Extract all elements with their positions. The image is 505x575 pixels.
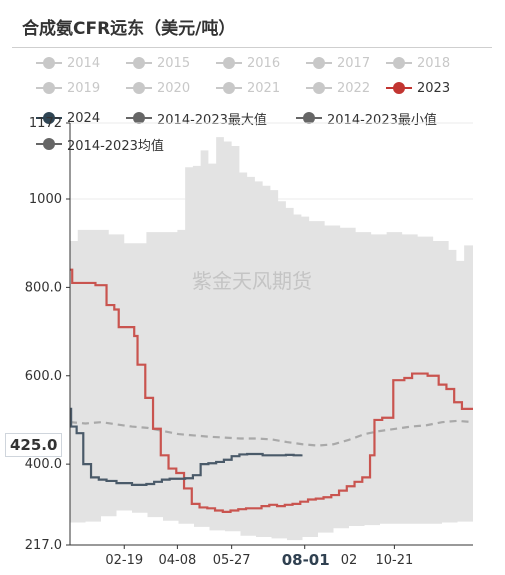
x-tick-label: 10-21 — [376, 553, 414, 568]
y-tick-label: 600.0 — [25, 369, 62, 384]
x-tick-label: 05-27 — [213, 553, 251, 568]
legend-item-2014-2023最小值[interactable]: 2014-2023最小值 — [296, 108, 437, 128]
legend-item-2021[interactable]: 2021 — [216, 78, 280, 98]
legend-label: 2016 — [247, 55, 281, 71]
legend: 2014 2015 2016 2017 2018 2019 2020 2021 2022 2023… — [0, 50, 505, 160]
legend-marker-icon — [216, 56, 242, 70]
legend-item-2017[interactable]: 2017 — [306, 53, 370, 73]
legend-item-2014[interactable]: 2014 — [36, 53, 100, 73]
legend-label: 2018 — [417, 55, 451, 71]
x-tick-label-partial: 02 — [341, 553, 358, 568]
legend-marker-icon — [296, 111, 322, 125]
legend-label: 2022 — [337, 80, 371, 96]
legend-marker-icon — [126, 56, 152, 70]
series-2024-line — [70, 407, 303, 487]
legend-label: 2019 — [67, 80, 101, 96]
legend-marker-icon — [306, 56, 332, 70]
legend-marker-icon — [306, 81, 332, 95]
y-tick-label: 1172 — [29, 116, 62, 131]
y-tick-label: 1000 — [29, 192, 62, 207]
legend-marker-icon — [36, 137, 62, 151]
cursor-y-value-label: 425.0 — [5, 433, 63, 457]
series-2023-line — [70, 268, 473, 513]
legend-marker-icon — [126, 111, 152, 125]
legend-label: 2017 — [337, 55, 371, 71]
legend-label: 2021 — [247, 80, 281, 96]
legend-label: 2015 — [157, 55, 191, 71]
max-min-band — [70, 137, 473, 541]
legend-marker-icon — [36, 111, 62, 125]
y-tick-label: 217.0 — [25, 538, 62, 553]
legend-item-2019[interactable]: 2019 — [36, 78, 100, 98]
legend-label: 2024 — [67, 110, 101, 126]
legend-marker-icon — [36, 56, 62, 70]
legend-item-2024[interactable]: 2024 — [36, 108, 100, 128]
legend-label: 2014-2023最大值 — [157, 112, 267, 128]
watermark: 紫金天风期货 — [192, 269, 312, 293]
chart-title: 合成氨CFR远东（美元/吨） — [22, 19, 236, 39]
y-tick-label: 800.0 — [25, 280, 62, 295]
x-tick-label: 04-08 — [159, 553, 197, 568]
legend-label: 2014-2023均值 — [67, 138, 164, 154]
legend-marker-icon — [386, 81, 412, 95]
legend-item-2014-2023均值[interactable]: 2014-2023均值 — [36, 134, 164, 154]
legend-item-2015[interactable]: 2015 — [126, 53, 190, 73]
x-tick-label: 02-19 — [105, 553, 143, 568]
legend-marker-icon — [216, 81, 242, 95]
legend-label: 2014 — [67, 55, 101, 71]
legend-marker-icon — [36, 81, 62, 95]
x-axis-ticks: 02-19 04-08 05-27 10-21 02 — [105, 545, 413, 568]
legend-label: 2014-2023最小值 — [327, 112, 437, 128]
legend-marker-icon — [386, 56, 412, 70]
y-tick-label: 400.0 — [25, 457, 62, 472]
legend-item-2020[interactable]: 2020 — [126, 78, 190, 98]
title-divider — [12, 47, 492, 48]
y-axis-ticks: 217.0 400.0 600.0 800.0 1000 1172 — [25, 116, 70, 553]
legend-item-2018[interactable]: 2018 — [386, 53, 450, 73]
legend-item-2014-2023最大值[interactable]: 2014-2023最大值 — [126, 108, 267, 128]
legend-item-2023[interactable]: 2023 — [386, 78, 450, 98]
legend-label: 2023 — [417, 80, 451, 96]
series-average-line — [69, 419, 474, 447]
cursor-x-value-label: 08-01 — [277, 549, 334, 571]
legend-item-2016[interactable]: 2016 — [216, 53, 280, 73]
legend-marker-icon — [126, 81, 152, 95]
legend-item-2022[interactable]: 2022 — [306, 78, 370, 98]
legend-label: 2020 — [157, 80, 191, 96]
